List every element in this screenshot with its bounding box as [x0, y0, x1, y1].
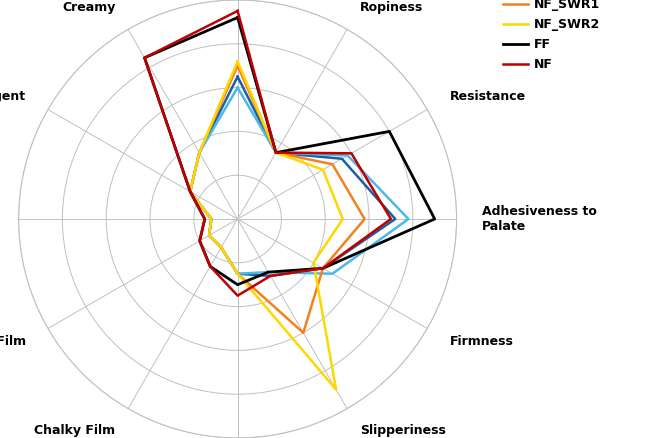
- NF_SWR1: [205, 233, 213, 238]
- NF_RS1: [391, 216, 399, 222]
- NF: [319, 265, 327, 271]
- NF: [234, 8, 242, 14]
- NF_SWR1: [234, 63, 242, 68]
- NF_SWR2: [339, 216, 346, 222]
- NF_SWR1: [207, 216, 215, 222]
- NF_SWR2: [234, 59, 242, 64]
- Line: NF_SWR1: NF_SWR1: [190, 66, 364, 333]
- NF_SWR1: [329, 162, 337, 167]
- FF: [234, 15, 242, 20]
- NF_SWR1: [234, 271, 242, 276]
- Line: NF_RS2: NF_RS2: [190, 88, 409, 274]
- NF_RS1: [338, 156, 346, 161]
- FF: [201, 216, 209, 222]
- NF_SWR2: [186, 189, 194, 194]
- NF_SWR1: [186, 189, 194, 194]
- Line: NF_SWR2: NF_SWR2: [190, 61, 343, 390]
- NF: [234, 8, 242, 14]
- NF: [186, 189, 194, 194]
- NF_RS2: [234, 85, 242, 90]
- FF: [264, 269, 272, 275]
- Line: NF: NF: [145, 11, 391, 296]
- NF_RS1: [319, 265, 327, 271]
- NF_RS2: [329, 271, 337, 276]
- NF_RS1: [207, 216, 215, 222]
- FF: [319, 265, 327, 271]
- FF: [234, 15, 242, 20]
- NF: [201, 216, 209, 222]
- NF_RS2: [272, 150, 280, 155]
- NF_SWR2: [319, 167, 327, 173]
- NF_SWR2: [310, 260, 317, 265]
- NF_RS2: [234, 271, 242, 276]
- NF_SWR1: [319, 265, 327, 271]
- NF_SWR1: [272, 150, 280, 155]
- NF_SWR2: [217, 245, 225, 250]
- NF_RS1: [217, 245, 225, 250]
- NF: [196, 238, 204, 244]
- NF_RS1: [186, 189, 194, 194]
- NF_RS1: [195, 150, 203, 155]
- NF_RS1: [267, 273, 275, 279]
- NF_RS2: [205, 233, 213, 238]
- NF_RS1: [234, 74, 242, 79]
- NF_SWR2: [234, 59, 242, 64]
- NF: [347, 151, 355, 156]
- NF: [141, 55, 148, 60]
- NF_RS2: [207, 216, 215, 222]
- NF_SWR1: [300, 330, 308, 336]
- NF_SWR1: [217, 245, 225, 250]
- FF: [186, 189, 194, 194]
- NF: [267, 273, 275, 279]
- NF: [272, 150, 280, 155]
- NF_SWR2: [207, 216, 215, 222]
- NF_SWR2: [332, 387, 340, 392]
- NF_RS1: [234, 74, 242, 79]
- NF_RS1: [234, 271, 242, 276]
- NF_SWR1: [234, 63, 242, 68]
- NF_RS2: [344, 153, 352, 158]
- FF: [385, 129, 393, 134]
- NF_SWR1: [195, 150, 203, 155]
- NF_RS2: [264, 269, 272, 275]
- FF: [141, 55, 148, 60]
- NF_RS1: [205, 233, 213, 238]
- NF: [207, 264, 215, 269]
- NF_SWR2: [234, 271, 242, 276]
- NF_RS2: [405, 216, 412, 222]
- FF: [272, 150, 280, 155]
- NF: [234, 293, 242, 298]
- FF: [196, 238, 204, 244]
- NF_RS2: [195, 150, 203, 155]
- NF_SWR2: [272, 150, 280, 155]
- Line: FF: FF: [145, 18, 435, 285]
- NF_RS2: [186, 189, 194, 194]
- NF_RS2: [234, 85, 242, 90]
- Line: NF_RS1: NF_RS1: [190, 77, 395, 276]
- FF: [431, 216, 439, 222]
- NF_RS2: [217, 245, 225, 250]
- NF: [387, 216, 395, 222]
- FF: [234, 282, 242, 287]
- NF_SWR1: [360, 216, 368, 222]
- Legend: NF_RS1, NF_RS2, NF_SWR1, NF_SWR2, FF, NF: NF_RS1, NF_RS2, NF_SWR1, NF_SWR2, FF, NF: [498, 0, 605, 76]
- NF_SWR2: [195, 150, 203, 155]
- FF: [207, 264, 215, 269]
- NF_SWR2: [205, 233, 213, 238]
- NF_RS1: [272, 150, 280, 155]
